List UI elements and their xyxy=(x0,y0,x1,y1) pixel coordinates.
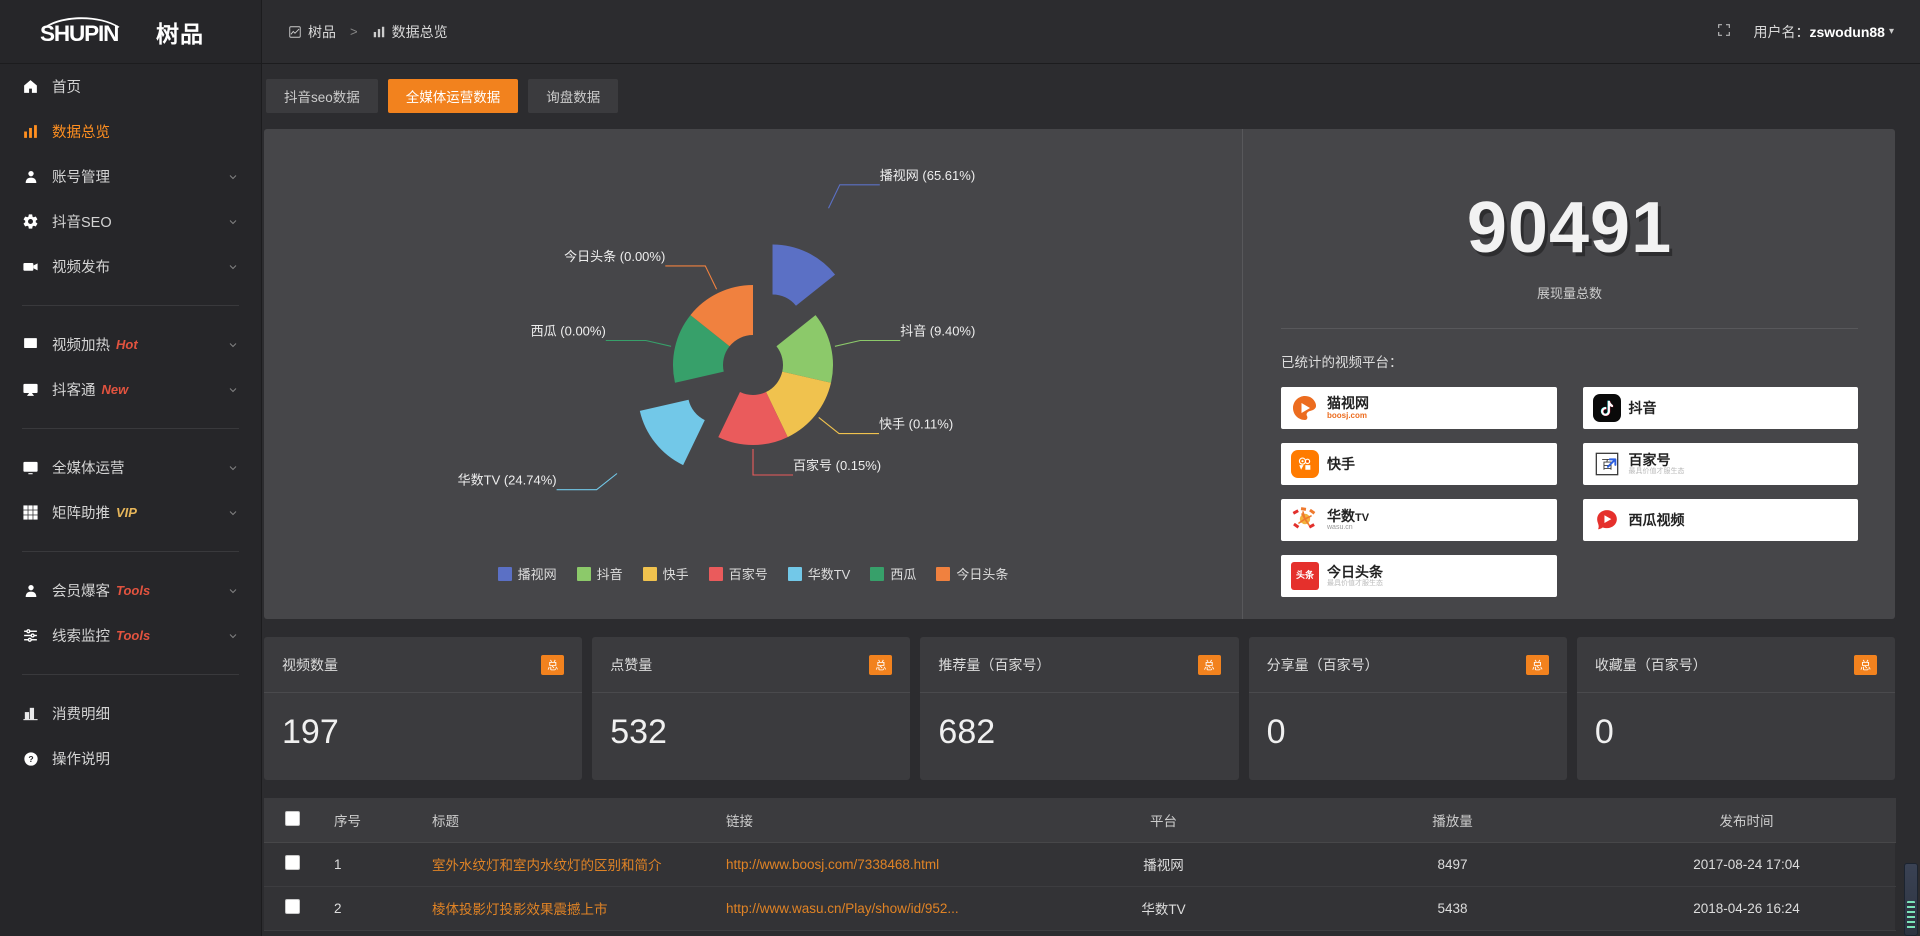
svg-text:华数TV (24.74%): 华数TV (24.74%) xyxy=(458,473,557,488)
svg-text:西瓜 (0.00%): 西瓜 (0.00%) xyxy=(531,324,606,339)
svg-text:抖音 (9.40%): 抖音 (9.40%) xyxy=(900,324,975,339)
svg-text:?: ? xyxy=(28,754,33,764)
svg-text:今日头条 (0.00%): 今日头条 (0.00%) xyxy=(564,249,665,264)
svg-text:快手 (0.11%): 快手 (0.11%) xyxy=(879,417,953,432)
svg-text:播视网 (65.61%): 播视网 (65.61%) xyxy=(880,168,975,183)
svg-text:百家号 (0.15%): 百家号 (0.15%) xyxy=(793,458,881,473)
